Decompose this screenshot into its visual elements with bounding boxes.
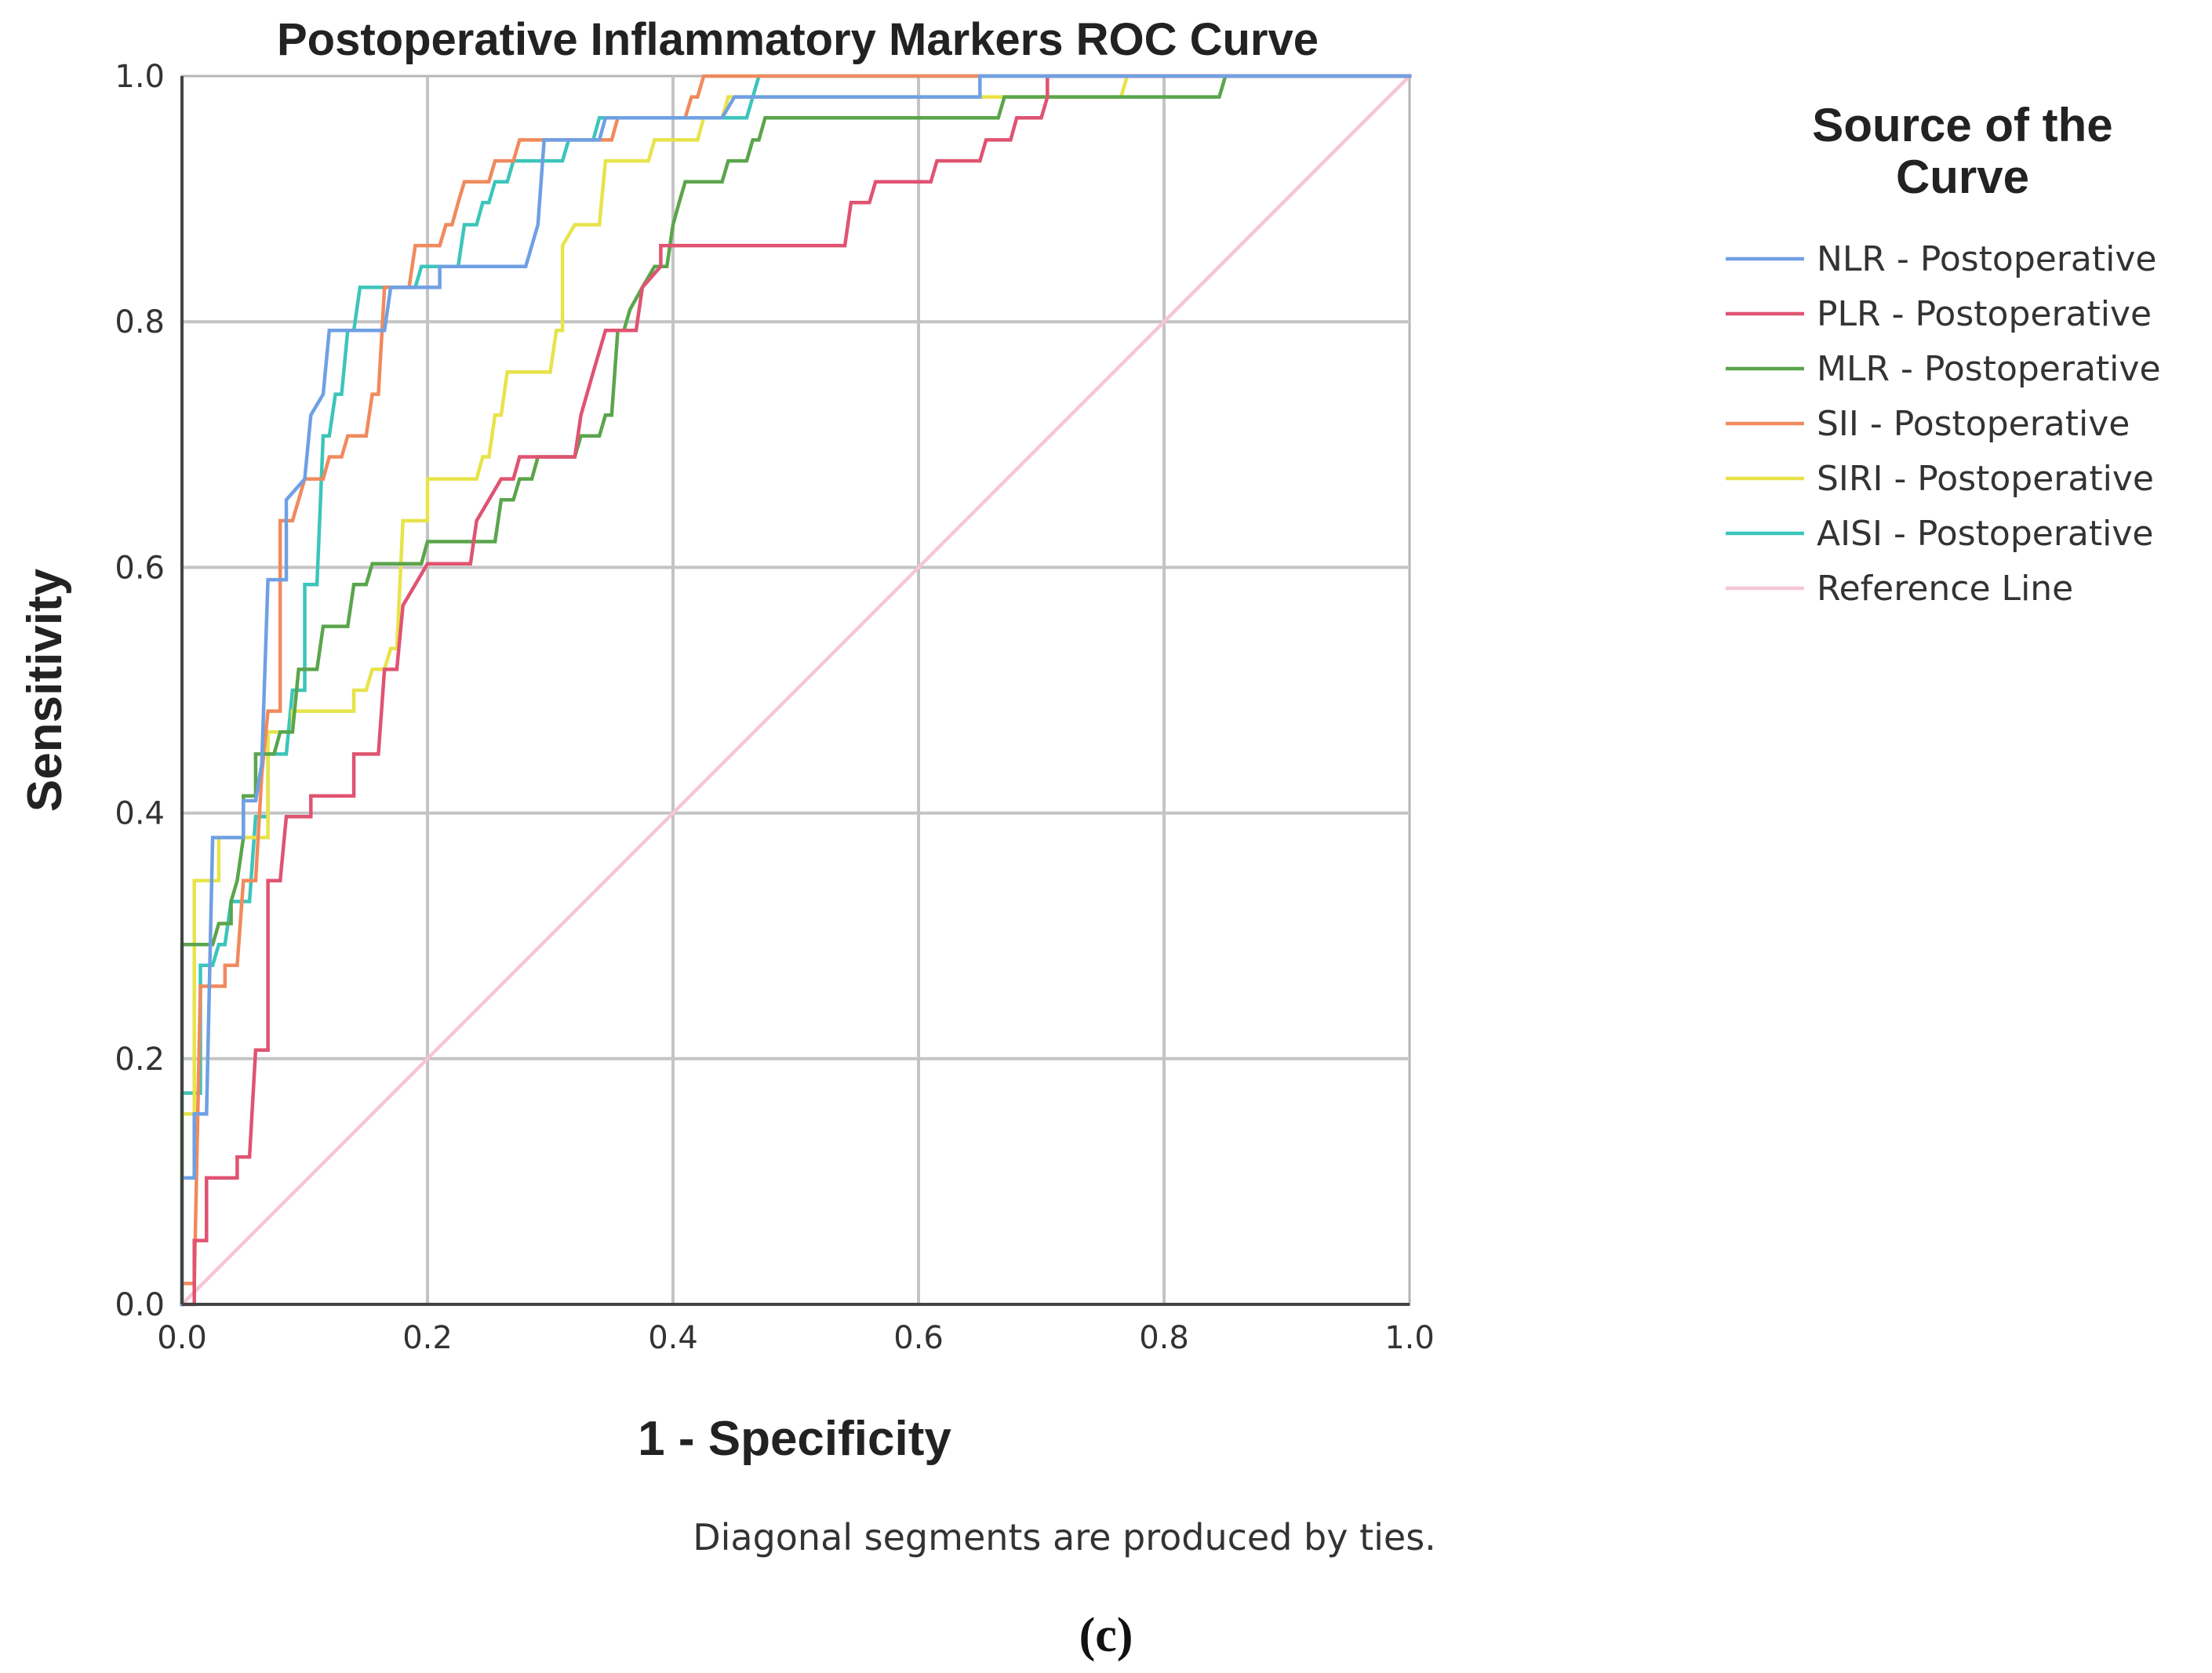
legend-items: NLR - Postoperative PLR - Postoperative ML… — [1726, 239, 2161, 609]
y-tick-label: 0.0 — [115, 1287, 165, 1323]
grid — [182, 76, 1410, 1304]
series-line-sii-postoperative — [180, 74, 1412, 1307]
series-lines — [179, 73, 1413, 1307]
y-tick-label: 0.8 — [115, 304, 165, 340]
x-tick-label: 0.2 — [402, 1320, 453, 1356]
legend-title-line-1: Source of the — [1812, 99, 2112, 151]
legend-label-reference-line: Reference Line — [1817, 569, 2073, 609]
series-line-mlr-postoperative — [180, 74, 1412, 1307]
series-line-siri-postoperative — [180, 74, 1412, 1307]
y-tick-label: 0.2 — [115, 1042, 165, 1078]
x-tick-label: 0.0 — [157, 1320, 207, 1356]
legend-label-aisi-postoperative: AISI - Postoperative — [1817, 514, 2153, 554]
series-line-reference-line — [179, 73, 1413, 1307]
y-tick-label: 0.6 — [115, 550, 165, 586]
legend-label-sii-postoperative: SII - Postoperative — [1817, 404, 2130, 444]
panel-label: (c) — [1079, 1609, 1133, 1662]
y-tick-label: 0.4 — [115, 796, 165, 832]
legend-label-plr-postoperative: PLR - Postoperative — [1817, 294, 2152, 334]
x-tick-label: 0.4 — [648, 1320, 698, 1356]
x-tick-label: 0.8 — [1139, 1320, 1189, 1356]
legend-title-line-2: Curve — [1896, 151, 2029, 203]
legend: Source of the Curve NLR - Postoperative P… — [1726, 99, 2161, 609]
legend-label-siri-postoperative: SIRI - Postoperative — [1817, 459, 2154, 499]
series-line-aisi-postoperative — [180, 74, 1412, 1307]
y-tick-label: 1.0 — [115, 59, 165, 95]
series-line-plr-postoperative — [180, 74, 1412, 1307]
x-axis-title: 1 - Specificity — [638, 1412, 951, 1466]
tick-labels: 0.0 0.2 0.4 0.6 0.8 1.0 0.0 0.2 0.4 0.6 0.8 1.0 — [115, 59, 1434, 1356]
y-axis-title: Sensitivity — [18, 568, 72, 812]
chart-title: Postoperative Inflammatory Markers ROC C… — [277, 14, 1319, 65]
x-tick-label: 0.6 — [893, 1320, 944, 1356]
series-line-nlr-postoperative — [180, 74, 1412, 1307]
x-tick-label: 1.0 — [1384, 1320, 1435, 1356]
legend-label-mlr-postoperative: MLR - Postoperative — [1817, 349, 2161, 389]
legend-label-nlr-postoperative: NLR - Postoperative — [1817, 239, 2156, 279]
footnote: Diagonal segments are produced by ties. — [693, 1516, 1436, 1558]
